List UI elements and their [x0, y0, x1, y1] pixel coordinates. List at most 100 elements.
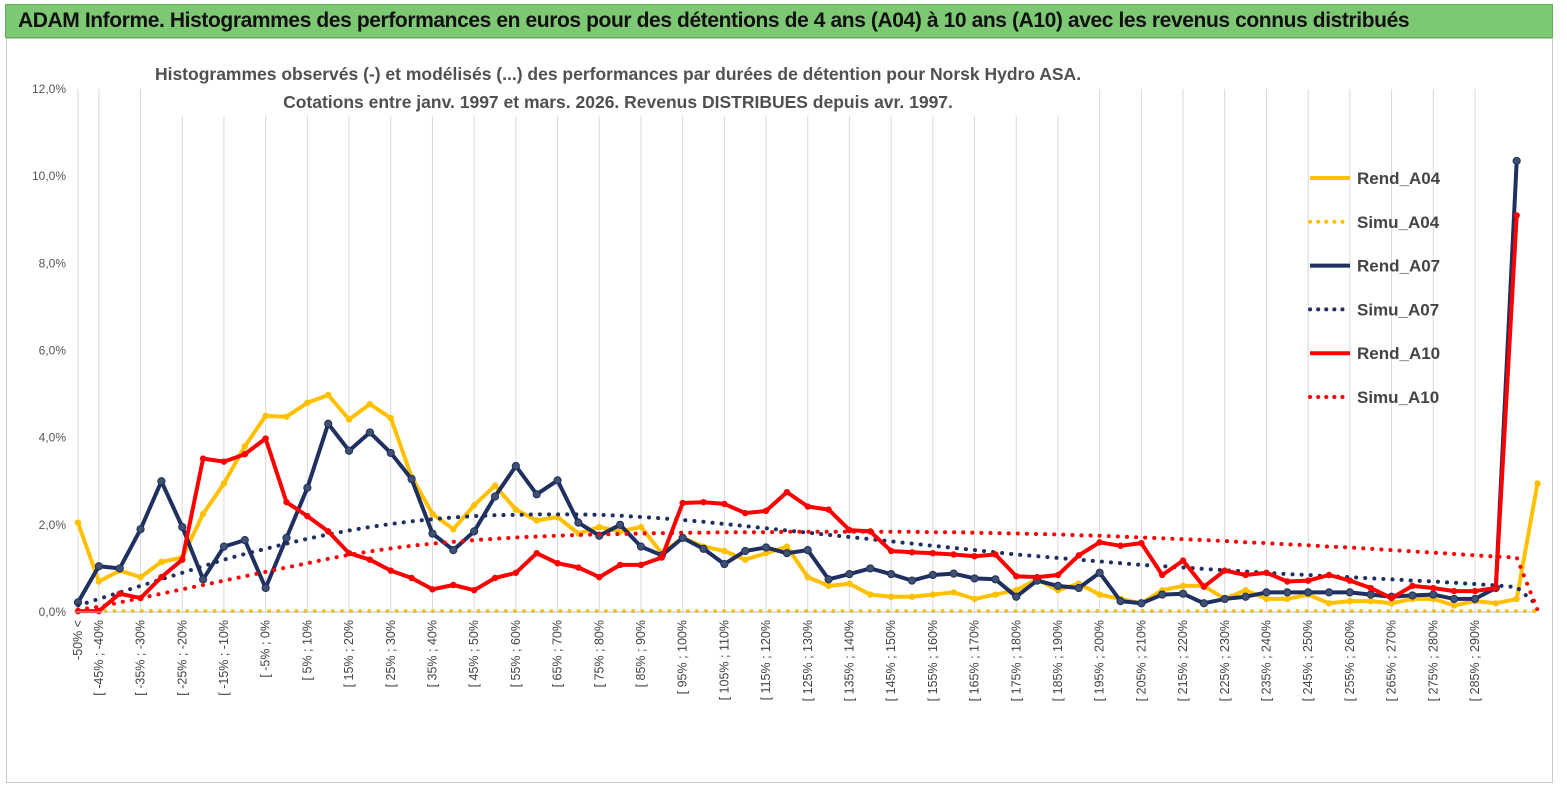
series-rend-a07-point [1512, 156, 1521, 166]
series-rend-a10-point [700, 498, 707, 506]
chart-frame [6, 38, 1553, 783]
title-backdrop [150, 58, 1090, 116]
series-rend-a04-point [450, 525, 457, 533]
y-tick-label: 12,0% [32, 82, 66, 96]
series-rend-a10-point [783, 488, 791, 496]
series-rend-a10-point [596, 573, 603, 581]
series-rend-a04-point [1367, 597, 1374, 605]
series-rend-a07-point [365, 428, 374, 437]
series-rend-a04-point [908, 593, 916, 600]
series-rend-a10-point [1430, 584, 1437, 592]
x-tick-label: [ 85% ; 90% [634, 620, 648, 687]
series-rend-a10-point [241, 451, 248, 458]
series-rend-a07-point [1429, 590, 1438, 599]
series-rend-a07-point [1220, 594, 1229, 604]
series-rend-a04-point [1534, 480, 1541, 487]
series-rend-a04-point [387, 414, 394, 422]
series-rend-a07-point [490, 492, 500, 501]
x-tick-label: [ 275% ; 280% [1426, 620, 1440, 701]
series-rend-a10-point [95, 607, 103, 615]
series-rend-a04-point [262, 412, 269, 420]
x-tick-label: [ -45% ; -40% [92, 620, 106, 696]
series-rend-a04-point [1388, 600, 1395, 607]
series-rend-a07-point [511, 461, 520, 471]
series-rend-a07-point [1178, 589, 1188, 598]
series-rend-a10-point [116, 590, 123, 597]
series-rend-a07-point [761, 543, 771, 552]
series-rend-a07-point [824, 575, 833, 584]
x-tick-label: [ 175% ; 180% [1009, 620, 1023, 701]
series-simu-a07-line [76, 512, 1540, 608]
series-rend-a07-point [157, 477, 166, 486]
x-tick-label: [ -15% ; -10% [217, 620, 231, 696]
series-rend-a04-point [867, 591, 874, 598]
series-rend-a07-point [845, 569, 854, 579]
series-rend-a10-point [408, 574, 415, 582]
plot-area [73, 156, 1541, 615]
series-rend-a10-point [1200, 583, 1208, 590]
series-rend-a07-point [1137, 599, 1146, 608]
series-rend-a10-line [78, 215, 1519, 614]
series-rend-a10-point [908, 549, 916, 556]
legend-label-rend-a07: Rend_A07 [1357, 257, 1440, 276]
x-tick-label: [ 205% ; 210% [1134, 620, 1148, 701]
x-tick-label: [ 265% ; 270% [1385, 620, 1399, 701]
series-rend-a04-point [512, 506, 520, 513]
series-rend-a07-point [699, 544, 708, 553]
series-rend-a07-point [887, 569, 896, 579]
series-rend-a07-point [240, 535, 249, 545]
series-rend-a10-point [742, 509, 749, 517]
series-rend-a10-point [1096, 539, 1103, 546]
series-rend-a04-point [1242, 587, 1249, 594]
legend-label-rend-a10: Rend_A10 [1357, 344, 1440, 363]
series-rend-a04-point [783, 543, 791, 550]
x-tick-label: [ 125% ; 130% [801, 620, 815, 701]
legend-label-simu-a07: Simu_A07 [1357, 300, 1439, 319]
series-rend-a04-point [887, 593, 895, 600]
x-tick-label: [ 95% ; 100% [676, 620, 690, 694]
series-rend-a10-point [971, 553, 978, 560]
series-rend-a07-point [574, 518, 583, 527]
series-rend-a04-point [325, 391, 332, 399]
x-tick-label: [ 135% ; 140% [842, 620, 856, 701]
series-rend-a07-point [115, 564, 124, 573]
series-rend-a04-point [1513, 595, 1520, 603]
series-rend-a10-point [846, 526, 853, 534]
series-rend-a07-point [1074, 583, 1083, 593]
series-rend-a07-point [1012, 592, 1021, 601]
series-rend-a04-point [1263, 595, 1270, 603]
series-rend-a10-point [762, 507, 770, 515]
series-rend-a07-point [720, 559, 729, 569]
series-rend-a04-point [304, 399, 311, 406]
series-rend-a07-point [386, 448, 395, 458]
series-rend-a10-point [825, 506, 832, 513]
series-rend-a10-point [1284, 578, 1291, 585]
x-tick-label: [ 155% ; 160% [926, 620, 940, 701]
series-rend-a04-point [992, 591, 999, 598]
x-tick-label: [ 105% ; 110% [717, 620, 731, 700]
series-rend-a07-point [553, 476, 562, 485]
series-rend-a10-point [1179, 557, 1187, 564]
series-rend-a10-point [1304, 577, 1312, 584]
series-rend-a04-point [846, 580, 853, 587]
x-tick-label: [ 185% ; 190% [1051, 620, 1065, 701]
x-tick-label: [ 35% ; 40% [425, 620, 439, 687]
x-tick-label: [ 285% ; 290% [1468, 620, 1482, 701]
series-rend-a04-point [721, 547, 728, 555]
series-rend-a10-point [887, 547, 895, 555]
x-tick-label: [ -5% ; 0% [259, 620, 273, 678]
series-rend-a10-point [1159, 571, 1166, 579]
series-rend-a07-point [407, 474, 416, 484]
series-rend-a07-point [428, 529, 437, 538]
series-rend-a07-point [866, 564, 875, 573]
x-tick-label: [ 225% ; 230% [1218, 620, 1232, 701]
series-rend-a10-point [1450, 587, 1458, 595]
series-rend-a07-point [616, 520, 625, 529]
series-rend-a07-point [1262, 588, 1271, 597]
series-rend-a04-point [199, 510, 207, 518]
series-rend-a07-point [532, 490, 541, 499]
y-tick-label: 8,0% [39, 256, 67, 270]
series-rend-a04-point [742, 556, 749, 563]
series-rend-a10-point [575, 564, 582, 571]
